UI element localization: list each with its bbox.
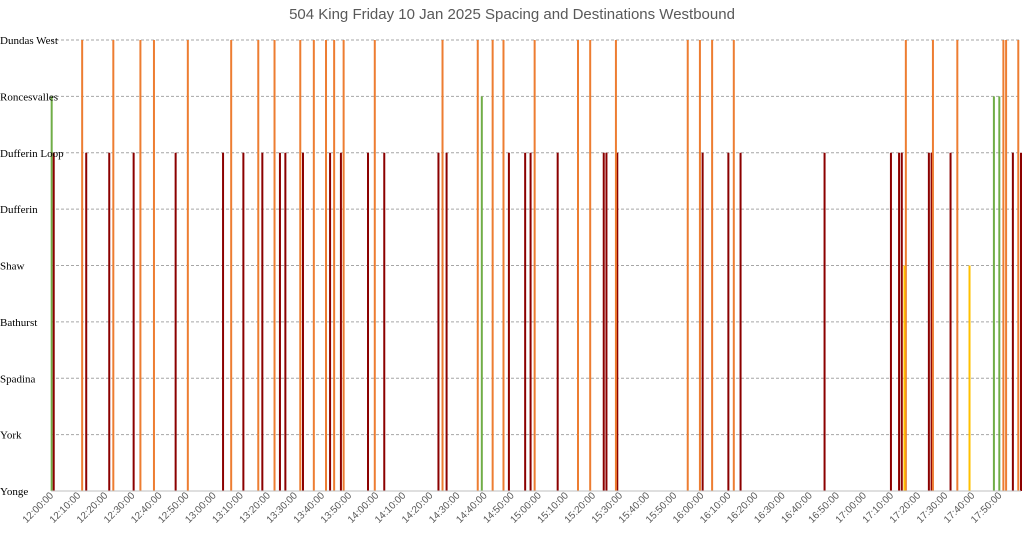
y-tick-label: York <box>0 430 22 442</box>
y-tick-label: Dufferin Loop <box>0 148 64 160</box>
y-tick-label: Bathurst <box>0 317 37 329</box>
x-axis-labels: 12:00:0012:10:0012:20:0012:30:0012:40:00… <box>21 490 1005 526</box>
y-tick-label: Yonge <box>0 486 28 498</box>
y-tick-label: Spadina <box>0 373 36 385</box>
y-tick-label: Shaw <box>0 261 25 273</box>
y-tick-label: Dufferin <box>0 204 38 216</box>
bars <box>50 40 1022 491</box>
chart-title: 504 King Friday 10 Jan 2025 Spacing and … <box>289 6 735 23</box>
gridlines <box>51 39 1021 436</box>
y-axis-labels: Yonge York Spadina Bathurst Shaw Dufferin Duff… <box>0 35 64 498</box>
y-tick-label: Dundas West <box>0 35 58 47</box>
y-tick-label: Roncesvalles <box>0 91 58 103</box>
